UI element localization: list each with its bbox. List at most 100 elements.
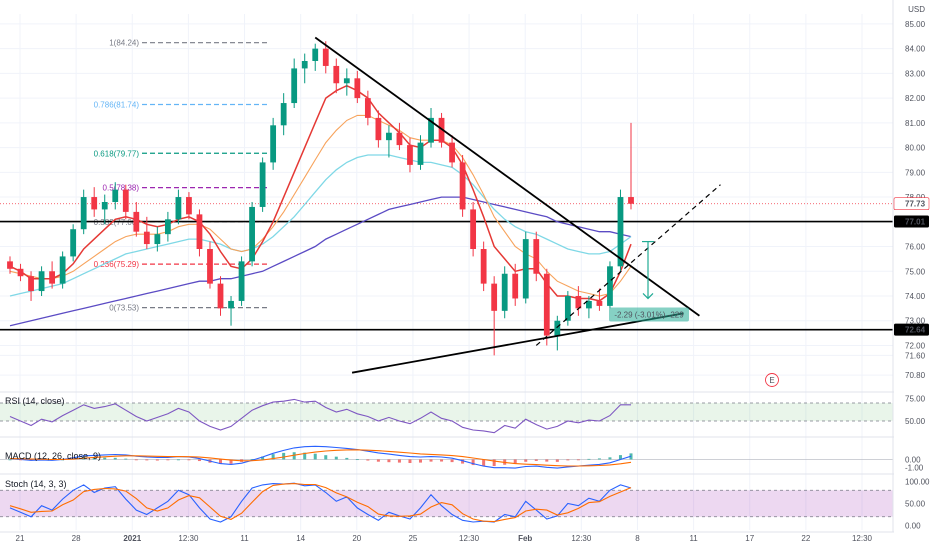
candle-body — [354, 78, 361, 99]
event-marker-icon[interactable] — [765, 373, 779, 387]
macd-histogram-bar — [303, 452, 307, 460]
macd-histogram-bar — [471, 459, 475, 466]
macd-histogram-bar — [8, 459, 12, 461]
macd-histogram-bar — [261, 456, 265, 460]
fib-level-label: 0.786(81.74) — [94, 101, 140, 110]
candle-body — [512, 273, 519, 299]
candle-body — [522, 239, 529, 299]
macd-histogram-bar — [313, 453, 317, 460]
macd-histogram-bar — [219, 459, 223, 464]
candle-body — [91, 197, 98, 210]
ma-purple-line — [9, 196, 632, 327]
candle-body — [301, 61, 308, 69]
time-tick-label: 12:30 — [571, 534, 592, 543]
macd-histogram-bar — [618, 455, 622, 460]
candle-body — [7, 261, 13, 269]
macd-histogram-bar — [282, 452, 286, 460]
macd-histogram-bar — [187, 459, 191, 461]
time-tick-label: 14 — [296, 534, 305, 543]
time-tick-label: 17 — [745, 534, 754, 543]
candle-body — [428, 117, 434, 143]
macd-histogram-bar — [450, 459, 454, 463]
candle-body — [596, 300, 603, 306]
candle-body — [101, 202, 108, 210]
candle-body — [617, 197, 624, 267]
macd-tick-label: -1.00 — [905, 464, 924, 473]
macd-histogram-bar — [482, 459, 486, 467]
macd-histogram-bar — [461, 459, 465, 464]
price-tick-label: 82.00 — [905, 94, 926, 103]
candle-body — [17, 268, 24, 277]
candle-body — [438, 117, 445, 143]
candle-body — [396, 132, 403, 146]
candle-body — [407, 145, 413, 165]
candle-body — [312, 48, 319, 61]
rsi-line — [9, 398, 631, 434]
price-tick-label: 81.00 — [905, 119, 926, 128]
time-axis[interactable]: 21 28 2021 12:30 11 14 20 25 12:30 Feb 12:30 8 11 17 2… — [16, 534, 873, 543]
candle-body — [586, 300, 592, 309]
price-tick-label: 85.00 — [905, 20, 926, 29]
macd-histogram-bar — [387, 459, 391, 463]
candle-body — [491, 283, 498, 311]
price-tick-label: 79.00 — [905, 168, 926, 177]
dashed-trendline[interactable] — [535, 184, 721, 346]
candle-body — [322, 48, 329, 66]
time-tick-label: 21 — [16, 534, 25, 543]
price-tag-label: 77.01 — [905, 218, 926, 227]
candle-body — [217, 283, 224, 309]
measure-label-box — [609, 307, 689, 322]
time-tick-label: 11 — [689, 534, 698, 543]
macd-histogram-bar — [366, 459, 370, 461]
candle-body — [343, 78, 350, 84]
price-tag-label: 72.64 — [905, 326, 926, 335]
candle-body — [28, 276, 34, 292]
time-tick-label: 12:30 — [852, 534, 873, 543]
trendline-drawings[interactable] — [314, 36, 721, 374]
time-tick-label: Feb — [518, 534, 532, 543]
candle-body — [196, 214, 203, 249]
macd-histogram-bar — [166, 459, 170, 461]
macd-histogram-bar — [492, 459, 496, 467]
price-axis[interactable]: USD85.0084.0083.0082.0081.0080.0079.0078… — [893, 0, 932, 550]
price-range-measure[interactable]: -2.29 (-3.01%) -229 — [609, 240, 689, 322]
candle-body — [154, 234, 161, 245]
event-marker-label: E — [769, 376, 774, 385]
stoch-tick-label: 100.00 — [905, 477, 930, 486]
candle-body — [80, 197, 87, 230]
macd-histogram-bar — [155, 459, 159, 461]
macd-histogram-bar — [103, 457, 107, 460]
rsi-tick-label: 50.00 — [905, 417, 926, 426]
trendline[interactable] — [314, 36, 700, 317]
candle-body — [186, 197, 192, 215]
stoch-tick-label: 50.00 — [905, 500, 926, 509]
candle-body — [607, 266, 613, 306]
measure-label: -2.29 (-3.01%) -229 — [614, 310, 684, 319]
candle-body — [133, 211, 140, 232]
candle-body — [628, 197, 634, 204]
trendline[interactable] — [351, 312, 684, 374]
macd-histogram-bar — [397, 459, 401, 463]
candle-body — [49, 271, 55, 284]
pane-separators[interactable] — [0, 0, 932, 533]
macd-tick-label: 0.00 — [905, 455, 921, 464]
candle-body — [480, 249, 487, 284]
price-tag-box[interactable] — [894, 323, 929, 336]
fib-level-label: 0(73.53) — [109, 304, 139, 313]
price-tag-box[interactable] — [893, 197, 930, 211]
macd-histogram-bar — [566, 459, 570, 461]
macd-histogram-bar — [250, 459, 254, 460]
candle-body — [501, 273, 508, 311]
candle-body — [364, 98, 371, 118]
time-tick-label: 12:30 — [459, 534, 480, 543]
macd-histogram-bar — [345, 457, 349, 460]
macd-histogram-bar — [376, 459, 380, 462]
horizontal-levels[interactable] — [0, 203, 893, 331]
candle-body — [564, 296, 571, 321]
candle-body — [291, 68, 298, 104]
candle-body — [280, 103, 287, 126]
candle-body — [59, 256, 66, 284]
stoch-label: Stoch (14, 3, 3) — [5, 479, 67, 489]
price-tag-box[interactable] — [894, 215, 929, 228]
